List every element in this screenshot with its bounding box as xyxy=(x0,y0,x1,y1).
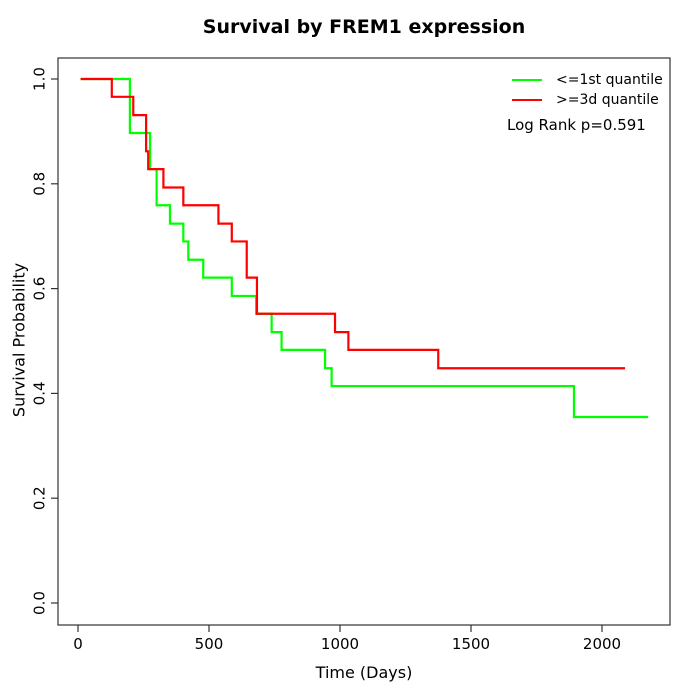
km-curve-high-expression xyxy=(80,77,626,370)
y-tick-label: 0.0 xyxy=(31,591,49,615)
y-tick-label: 0.4 xyxy=(31,381,49,405)
x-axis-title: Time (Days) xyxy=(315,663,413,682)
y-tick-label: 0.6 xyxy=(31,277,49,301)
chart-title: Survival by FREM1 expression xyxy=(202,16,526,38)
x-tick-label: 2000 xyxy=(583,635,621,653)
x-tick-label: 1000 xyxy=(321,635,359,653)
legend-line-green xyxy=(512,79,542,81)
legend: <=1st quantile >=3d quantile xyxy=(512,70,682,110)
legend-item-high: >=3d quantile xyxy=(512,90,682,110)
y-tick-label: 0.8 xyxy=(31,172,49,196)
legend-label-low: <=1st quantile xyxy=(556,72,663,88)
x-tick-label: 500 xyxy=(195,635,224,653)
y-tick-label: 0.2 xyxy=(31,486,49,510)
plot-box xyxy=(57,57,671,626)
y-axis-ticks: 0.0 0.2 0.4 0.6 0.8 1.0 xyxy=(31,67,58,615)
x-axis-ticks: 0 500 1000 1500 2000 xyxy=(73,625,621,653)
y-axis-title: Survival Probability xyxy=(9,262,29,418)
legend-label-high: >=3d quantile xyxy=(556,92,659,108)
logrank-annotation: Log Rank p=0.591 xyxy=(507,116,646,134)
legend-item-low: <=1st quantile xyxy=(512,70,682,90)
y-tick-label: 1.0 xyxy=(31,67,49,91)
x-tick-label: 0 xyxy=(73,635,83,653)
legend-line-red xyxy=(512,99,542,101)
x-tick-label: 1500 xyxy=(452,635,490,653)
